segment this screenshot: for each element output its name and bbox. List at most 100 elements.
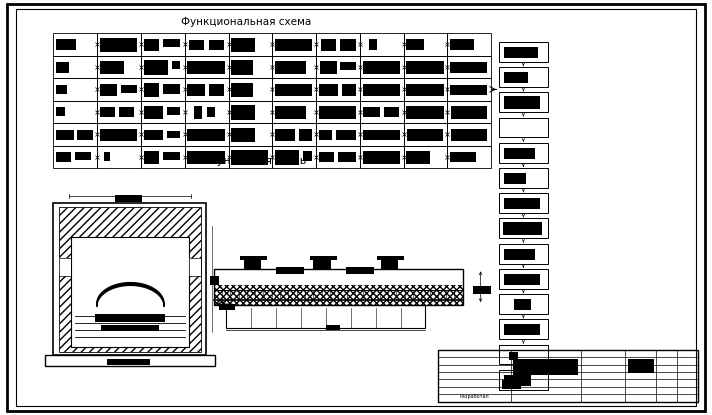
Bar bbox=[447, 33, 491, 56]
Bar bbox=[56, 39, 75, 50]
Bar bbox=[97, 78, 141, 101]
Bar bbox=[100, 107, 115, 117]
Bar bbox=[316, 33, 360, 56]
Bar bbox=[163, 152, 180, 160]
Bar bbox=[404, 123, 447, 146]
Bar bbox=[380, 257, 399, 269]
Bar bbox=[303, 151, 312, 161]
Bar bbox=[144, 106, 163, 119]
Bar bbox=[187, 129, 224, 141]
Bar bbox=[499, 143, 548, 163]
Bar bbox=[100, 129, 137, 141]
Bar bbox=[447, 123, 491, 146]
Bar bbox=[272, 56, 316, 78]
Bar bbox=[313, 257, 331, 269]
Bar bbox=[447, 146, 491, 168]
Bar bbox=[340, 39, 355, 51]
Bar bbox=[504, 274, 540, 285]
Bar bbox=[404, 33, 447, 56]
Bar bbox=[447, 78, 491, 101]
Bar bbox=[229, 33, 272, 56]
Bar bbox=[316, 123, 360, 146]
Bar bbox=[231, 128, 256, 142]
Bar bbox=[272, 33, 316, 56]
Bar bbox=[275, 61, 305, 74]
Bar bbox=[107, 359, 150, 365]
Bar bbox=[504, 198, 540, 209]
Bar bbox=[504, 72, 528, 83]
Bar bbox=[499, 168, 548, 188]
Bar bbox=[316, 56, 360, 78]
Bar bbox=[97, 123, 141, 146]
Bar bbox=[231, 60, 253, 75]
Bar bbox=[473, 286, 491, 294]
Bar bbox=[95, 314, 165, 322]
Bar bbox=[59, 258, 71, 276]
Bar bbox=[229, 78, 272, 101]
Bar bbox=[450, 85, 487, 95]
Bar bbox=[501, 380, 521, 389]
Bar bbox=[229, 100, 272, 123]
Bar bbox=[513, 299, 530, 310]
Bar bbox=[438, 350, 698, 402]
Bar bbox=[310, 256, 337, 260]
Bar bbox=[362, 151, 399, 164]
Bar bbox=[59, 258, 71, 276]
Bar bbox=[275, 39, 312, 51]
Bar bbox=[185, 78, 229, 101]
Bar bbox=[362, 84, 399, 96]
Bar bbox=[209, 40, 224, 50]
Bar bbox=[275, 106, 305, 119]
Bar bbox=[499, 193, 548, 213]
Bar bbox=[226, 305, 425, 328]
Bar bbox=[298, 129, 312, 141]
Bar bbox=[407, 106, 444, 119]
Bar bbox=[167, 107, 180, 115]
Bar bbox=[340, 62, 355, 70]
Bar bbox=[144, 39, 159, 51]
Bar bbox=[450, 39, 474, 50]
Bar bbox=[499, 93, 548, 112]
Bar bbox=[404, 78, 447, 101]
Bar bbox=[513, 359, 578, 375]
Bar bbox=[504, 47, 538, 58]
Bar bbox=[499, 370, 548, 390]
Bar bbox=[407, 151, 431, 164]
Bar bbox=[209, 84, 224, 96]
Bar bbox=[59, 207, 201, 352]
Bar bbox=[75, 152, 90, 160]
Bar bbox=[229, 146, 272, 168]
Bar bbox=[97, 100, 141, 123]
Bar bbox=[115, 195, 142, 202]
Bar bbox=[504, 148, 535, 159]
Bar bbox=[362, 130, 399, 140]
Bar bbox=[504, 96, 540, 109]
Bar bbox=[100, 61, 124, 74]
Bar bbox=[231, 105, 256, 120]
Bar bbox=[360, 146, 404, 168]
Bar bbox=[451, 106, 487, 119]
Bar bbox=[141, 146, 185, 168]
Bar bbox=[499, 294, 548, 314]
Bar bbox=[187, 151, 224, 164]
Bar bbox=[509, 352, 518, 361]
Bar bbox=[185, 146, 229, 168]
Bar bbox=[272, 78, 316, 101]
Bar bbox=[360, 78, 404, 101]
Bar bbox=[360, 56, 404, 78]
Bar bbox=[185, 123, 229, 146]
Bar bbox=[229, 56, 272, 78]
Bar bbox=[342, 84, 355, 96]
Bar bbox=[56, 85, 67, 94]
Bar bbox=[141, 123, 185, 146]
Bar bbox=[187, 61, 224, 74]
Bar bbox=[316, 78, 360, 101]
Bar bbox=[404, 100, 447, 123]
Bar bbox=[194, 106, 202, 119]
Bar bbox=[53, 203, 206, 355]
Bar bbox=[369, 39, 377, 50]
Text: Функциональная схема: Функциональная схема bbox=[181, 17, 310, 27]
Bar bbox=[121, 85, 137, 93]
Bar bbox=[206, 107, 216, 117]
Bar bbox=[144, 151, 159, 164]
